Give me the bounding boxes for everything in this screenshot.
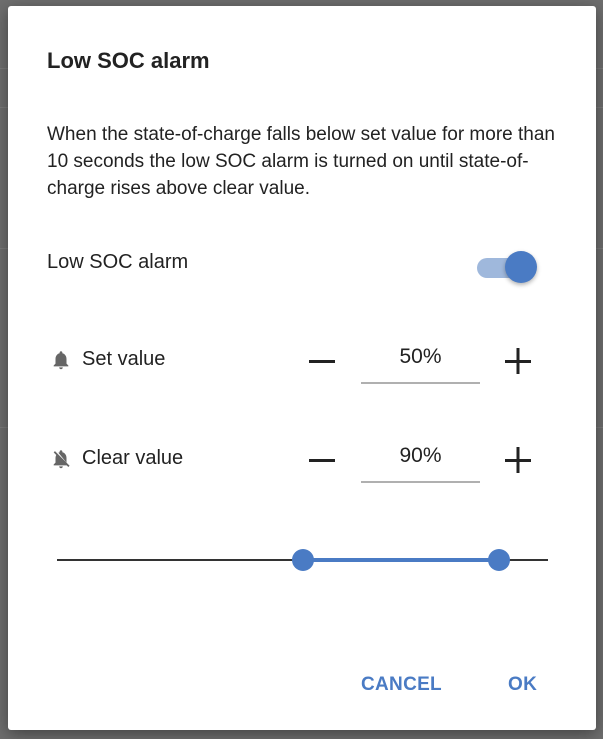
slider-clear-value-thumb[interactable] [487, 549, 510, 571]
bell-off-icon [53, 450, 70, 469]
toggle-thumb [505, 251, 537, 283]
low-soc-alarm-label: Low SOC alarm [47, 251, 189, 273]
cancel-button[interactable]: CANCEL [361, 674, 442, 695]
clear-value-increase-button[interactable] [498, 440, 538, 480]
clear-value-field[interactable]: 90% [361, 441, 480, 483]
set-value-decrease-button[interactable] [302, 341, 342, 381]
bell-icon [53, 351, 69, 370]
minus-icon [309, 360, 335, 363]
set-value-field[interactable]: 50% [361, 342, 480, 384]
low-soc-alarm-toggle[interactable] [477, 251, 539, 285]
low-soc-alarm-dialog: Low SOC alarm When the state-of-charge f… [8, 6, 596, 730]
dialog-title: Low SOC alarm [47, 48, 210, 73]
clear-value-label: Clear value [82, 447, 184, 469]
clear-value-decrease-button[interactable] [302, 440, 342, 480]
set-value-label: Set value [82, 348, 166, 370]
slider-selected-range [302, 558, 499, 562]
soc-range-slider[interactable] [57, 546, 548, 576]
dialog-description: When the state-of-charge falls below set… [47, 124, 555, 199]
slider-set-value-thumb[interactable] [291, 549, 314, 571]
plus-icon [505, 348, 531, 374]
plus-icon [505, 447, 531, 473]
ok-button[interactable]: OK [508, 674, 538, 695]
set-value-increase-button[interactable] [498, 341, 538, 381]
minus-icon [309, 459, 335, 462]
